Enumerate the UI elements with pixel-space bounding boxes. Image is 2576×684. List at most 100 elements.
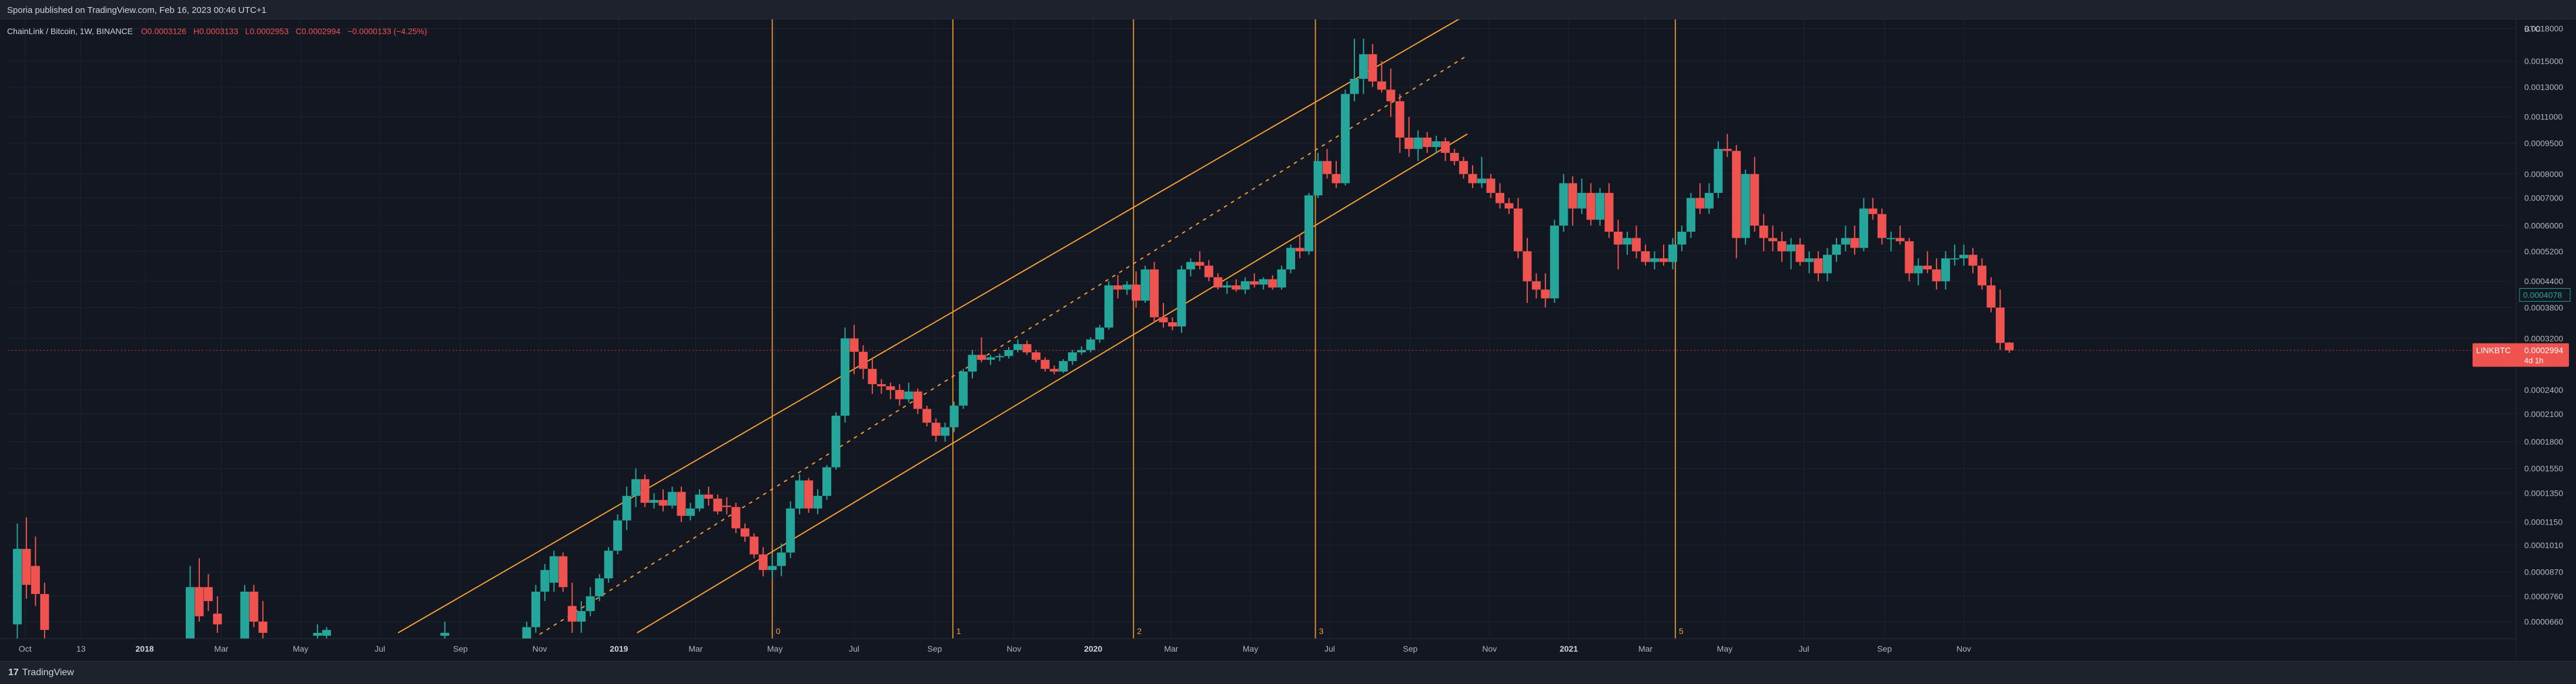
footer-bar: 17 TradingView (0, 661, 2576, 684)
candle-body (203, 587, 213, 602)
candle-body (1568, 183, 1577, 209)
candle-body (313, 632, 322, 636)
candle-body (1167, 322, 1177, 327)
x-tick-label: 2021 (1560, 644, 1578, 653)
candle-body (986, 357, 995, 360)
x-tick-label: Jul (374, 644, 385, 653)
candle-body (1859, 208, 1868, 248)
candle-body (1777, 241, 1787, 252)
y-tick-label: 0.0002100 (2524, 409, 2563, 419)
candle-body (1132, 284, 1141, 301)
candle-body (949, 405, 959, 428)
candle-body (1523, 251, 1532, 282)
candle-body (31, 566, 40, 594)
candle-body (813, 496, 822, 509)
candle-body (977, 355, 986, 360)
tradingview-logo[interactable]: 17 TradingView (8, 668, 74, 678)
candle-body (968, 355, 977, 372)
y-tick-label: 0.0011000 (2524, 112, 2562, 122)
price-axis-panel (2516, 19, 2576, 661)
candle-body (750, 536, 759, 555)
candle-body (1905, 241, 1914, 273)
candle-body (540, 570, 550, 592)
legend-open: O0.0003126 (141, 26, 186, 36)
candle-body (1195, 262, 1205, 266)
x-tick-label: May (767, 644, 782, 653)
x-tick-label: Mar (214, 644, 228, 653)
candle-body (1240, 281, 1250, 290)
candle-body (1886, 238, 1896, 239)
axis-unit-label: BTC (2524, 24, 2541, 34)
candle-body (1513, 208, 1523, 252)
candle-body (849, 338, 859, 352)
candle-body (1531, 281, 1541, 290)
candle-body (1250, 281, 1259, 285)
channel-middle-line (539, 55, 1468, 635)
candle-body (1704, 192, 1714, 209)
time-axis[interactable]: Oct 13 2018 Mar May Jul Sep Nov 2019 Mar May Jul Sep… (0, 638, 2516, 661)
last-price-value: 0.0002994 (2524, 346, 2563, 355)
y-tick-label: 0.0015000 (2524, 56, 2563, 66)
candle-body (258, 621, 267, 633)
price-axis[interactable]: 0.0018000 0.0015000 0.0013000 0.0011000 0.00… (2515, 19, 2576, 661)
y-tick-label: 0.0007000 (2524, 193, 2563, 203)
candle-body (804, 480, 814, 509)
candle-body (1768, 238, 1778, 242)
last-price-symbol: LINKBTC (2476, 346, 2511, 355)
x-tick-label: Nov (1482, 644, 1497, 653)
candle-body (640, 479, 650, 503)
candle-body (1477, 178, 1487, 183)
candle-body (1577, 192, 1587, 209)
candle-body (1359, 54, 1368, 79)
y-tick-label: 0.0001800 (2524, 437, 2563, 446)
candle-body (213, 613, 222, 625)
y-tick-label: 0.0002400 (2524, 385, 2563, 395)
candle-body (1495, 192, 1504, 203)
candle-body (1077, 350, 1086, 353)
cycle-markers: 0 1 2 3 5 (771, 19, 1684, 639)
candle-body (1750, 173, 1759, 226)
legend-symbol: ChainLink / Bitcoin, 1W, BINANCE (7, 26, 133, 36)
candle-body (1340, 94, 1350, 183)
candle-body (1213, 277, 1223, 288)
candle-body (1232, 285, 1241, 290)
candle-body (631, 479, 641, 496)
channel-lower-line (637, 133, 1468, 633)
candle-body (1113, 285, 1123, 290)
y-tick-label: 0.0000870 (2524, 568, 2563, 577)
candle-body (1604, 192, 1614, 232)
candle-body (1450, 152, 1459, 161)
x-tick-label: Mar (688, 644, 702, 653)
secondary-price-badge (2519, 288, 2571, 302)
candle-body (1095, 327, 1105, 340)
candle-body (1086, 339, 1095, 351)
candle-body (667, 492, 677, 506)
y-tick-label: 0.0000660 (2524, 617, 2563, 626)
candle-body (995, 356, 1005, 358)
y-tick-label: 0.0005200 (2524, 246, 2563, 256)
tradingview-logo-icon: 17 (8, 668, 19, 678)
candle-body (1004, 350, 1013, 356)
candle-body (1695, 198, 1705, 209)
candle-body (713, 498, 722, 512)
legend: ChainLink / Bitcoin, 1W, BINANCE O0.0003… (7, 26, 427, 36)
candle-body (40, 593, 49, 630)
legend-change: −0.0000133 (−4.25%) (347, 26, 427, 36)
cycle-marker-label: 5 (1679, 626, 1684, 636)
candles (12, 38, 2014, 639)
x-tick-label: 2020 (1084, 644, 1102, 653)
candle-body (1013, 344, 1022, 351)
candle-body (1541, 289, 1550, 299)
legend-low: L0.0002953 (245, 26, 289, 36)
candle-body (1140, 269, 1150, 301)
candle-body (1850, 238, 1859, 248)
candle-body (1795, 244, 1805, 262)
candle-body (1049, 369, 1059, 372)
candle-body (1959, 255, 1969, 259)
candle-body (558, 556, 568, 588)
candle-body (1177, 269, 1186, 327)
candle-body (195, 587, 204, 616)
y-tick-label: 0.0008000 (2524, 169, 2563, 179)
candle-body (2005, 342, 2014, 351)
